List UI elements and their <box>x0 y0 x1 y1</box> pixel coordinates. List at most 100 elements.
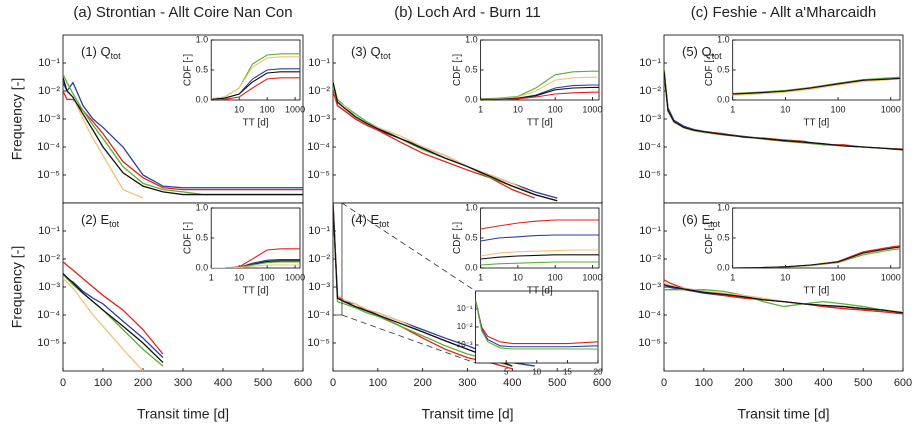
y-axis-label: Frequency [-] <box>9 78 25 160</box>
y-tick-label: 0.0 <box>717 262 730 272</box>
y-tick-label: 10⁻¹ <box>38 57 60 69</box>
y-tick-label: 0.5 <box>465 232 478 242</box>
series-line <box>63 81 303 189</box>
x-tick-label: 1 <box>730 272 735 282</box>
panel-label-subscript: tot <box>109 219 120 229</box>
x-tick-label: 100 <box>548 104 563 114</box>
x-tick-label: 400 <box>814 377 832 389</box>
series-line <box>480 91 599 100</box>
series-line <box>475 300 598 350</box>
panel-label: (4) Etot <box>351 212 390 229</box>
y-tick-label: 10⁻¹ <box>308 57 330 69</box>
x-tick-label: 5 <box>504 367 509 376</box>
y-tick-label: 10⁻¹ <box>308 225 330 237</box>
series-line <box>475 300 599 348</box>
x-tick-label: 600 <box>294 377 312 389</box>
zoom-region <box>332 202 343 316</box>
series-line <box>480 254 599 260</box>
x-tick-label: 600 <box>593 377 611 389</box>
panel-label: (2) Etot <box>81 212 120 229</box>
series-line <box>63 278 144 371</box>
panel-label-text: (2) E <box>81 212 110 227</box>
panel-label-subscript: tot <box>710 219 721 229</box>
series-line <box>732 78 901 96</box>
y-tick-label: 0.5 <box>196 232 209 242</box>
plot-area <box>732 39 901 101</box>
plot-area <box>732 207 901 269</box>
y-tick-label: 1.0 <box>465 202 478 212</box>
plot-area <box>480 39 600 101</box>
y-axis-label: CDF [-] <box>182 222 193 254</box>
series-line <box>475 300 599 345</box>
x-tick-label: 300 <box>774 377 792 389</box>
x-tick-label: 1 <box>730 104 735 114</box>
y-tick-label: 0.5 <box>465 64 478 74</box>
panel-label: (5) Qtot <box>682 44 722 61</box>
panel-label: (3) Qtot <box>351 44 391 61</box>
y-tick-label: 10⁻³ <box>457 340 473 349</box>
y-tick-label: 10⁻⁴ <box>638 141 661 153</box>
series-line <box>333 203 513 367</box>
series-line <box>480 261 599 266</box>
x-tick-label: 0 <box>330 377 336 389</box>
series-line <box>211 71 300 100</box>
y-tick-label: 10⁻³ <box>308 113 330 125</box>
x-tick-label: 200 <box>134 377 152 389</box>
x-tick-label: 400 <box>214 377 232 389</box>
x-tick-label: 1000 <box>285 272 305 282</box>
y-tick-label: 1.0 <box>196 34 209 44</box>
y-tick-label: 10⁻⁵ <box>37 337 60 349</box>
x-tick-label: 10 <box>234 272 244 282</box>
x-tick-label: 100 <box>94 377 112 389</box>
x-tick-label: 500 <box>854 377 872 389</box>
panel-label-subscript: tot <box>379 219 390 229</box>
x-tick-label: 300 <box>174 377 192 389</box>
x-tick-label: 100 <box>548 272 563 282</box>
panel-title: (a) Strontian - Allt Coire Nan Con <box>73 4 292 21</box>
x-tick-label: 15 <box>563 367 572 376</box>
x-tick-label: 100 <box>369 377 387 389</box>
series-line <box>211 77 300 100</box>
x-tick-label: 1 <box>478 104 483 114</box>
panel-label-subscript: tot <box>712 51 723 61</box>
x-tick-label: 1 <box>209 272 214 282</box>
y-tick-label: 10⁻⁵ <box>37 169 60 181</box>
x-tick-label: 10 <box>780 104 790 114</box>
y-tick-label: 10⁻² <box>308 85 330 97</box>
zoom-guide <box>341 202 476 292</box>
series-line <box>333 203 513 367</box>
x-axis-label: TT [d] <box>243 118 269 129</box>
y-tick-label: 10⁻⁴ <box>307 309 330 321</box>
x-tick-label: 10 <box>513 104 523 114</box>
y-tick-label: 10⁻² <box>457 322 473 331</box>
series-line <box>333 85 558 202</box>
series-line <box>732 77 901 95</box>
panel-label-text: (4) E <box>351 212 380 227</box>
x-tick-label: 1 <box>478 272 483 282</box>
y-tick-label: 1.0 <box>717 202 730 212</box>
y-tick-label: 0.0 <box>465 262 478 272</box>
y-tick-label: 10⁻¹ <box>38 225 60 237</box>
series-line <box>480 70 599 100</box>
panel-label: (6) Etot <box>682 212 721 229</box>
zoom-guide <box>341 314 476 364</box>
y-tick-label: 10⁻⁴ <box>37 309 60 321</box>
x-tick-label: 300 <box>458 377 476 389</box>
y-tick-label: 10⁻⁴ <box>638 309 661 321</box>
x-tick-label: 500 <box>548 377 566 389</box>
panel-title: (c) Feshie - Allt a'Mharcaidh <box>691 4 876 21</box>
y-axis-label: Frequency [-] <box>9 246 25 328</box>
plot-area <box>210 207 301 269</box>
panel-title: (b) Loch Ard - Burn 11 <box>394 4 540 21</box>
x-tick-label: 100 <box>260 104 275 114</box>
panel-label-text: (1) Q <box>81 44 111 59</box>
y-tick-label: 10⁻¹ <box>639 57 661 69</box>
x-tick-label: 10 <box>532 367 541 376</box>
y-tick-label: 10⁻⁴ <box>307 141 330 153</box>
y-tick-label: 0.5 <box>196 64 209 74</box>
y-tick-label: 10⁻³ <box>639 113 661 125</box>
y-tick-label: 10⁻¹ <box>639 225 661 237</box>
x-axis-label: Transit time [d] <box>737 406 829 422</box>
panel-label-subscript: tot <box>111 51 122 61</box>
